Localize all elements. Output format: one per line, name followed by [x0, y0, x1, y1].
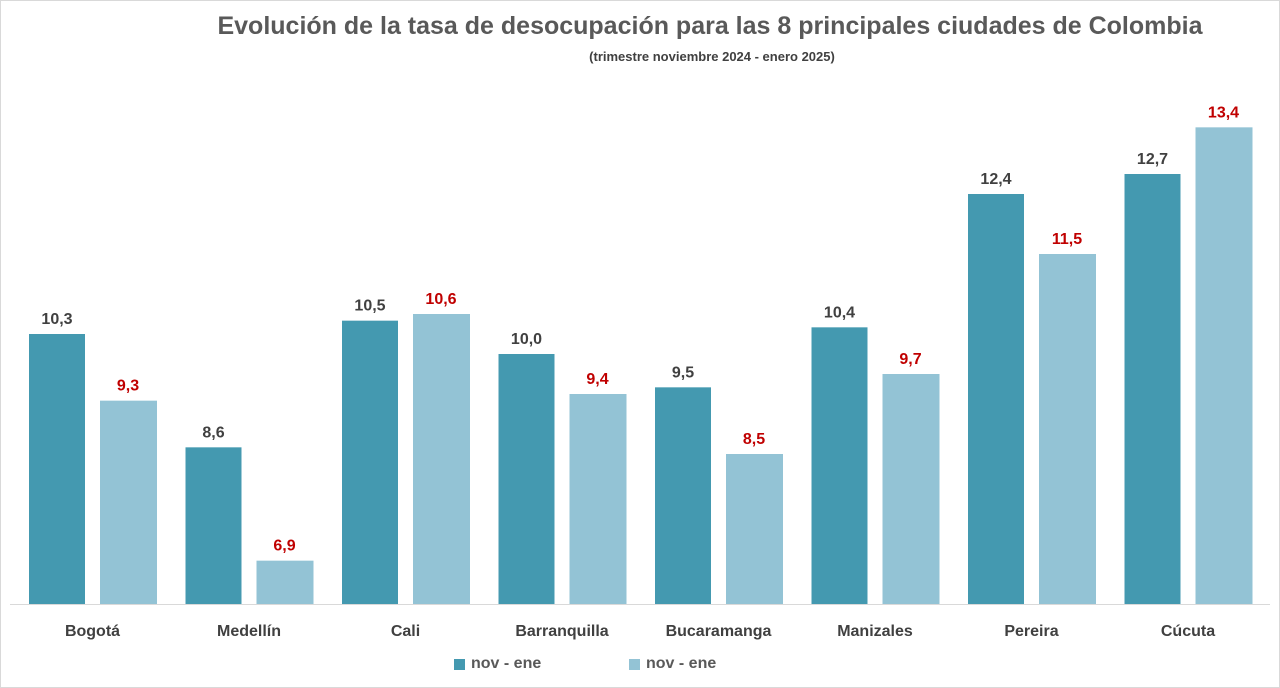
bar-series-1 — [1124, 174, 1181, 604]
data-label: 8,6 — [202, 424, 224, 441]
legend-swatch — [454, 658, 465, 670]
chart-title: Evolución de la tasa de desocupación par… — [217, 12, 1203, 40]
bar-series-2 — [1195, 127, 1253, 604]
bar-series-1 — [498, 354, 555, 604]
data-label: 9,7 — [899, 351, 921, 368]
bar-series-1 — [968, 194, 1024, 604]
bar-series-2 — [882, 374, 940, 604]
bar-series-2 — [726, 454, 783, 604]
data-label: 10,4 — [824, 304, 855, 321]
x-tick-label: Manizales — [837, 623, 913, 640]
data-label: 12,4 — [980, 171, 1011, 188]
x-tick-label: Pereira — [1004, 623, 1058, 640]
data-label: 13,4 — [1208, 104, 1239, 121]
bar-series-2 — [100, 400, 157, 604]
data-label: 8,5 — [743, 431, 765, 448]
bar-series-2 — [413, 314, 470, 604]
x-tick-label: Medellín — [217, 623, 281, 640]
legend-label: nov - ene — [471, 655, 542, 672]
bar-series-1 — [29, 334, 85, 604]
x-tick-label: Barranquilla — [515, 623, 608, 640]
data-label: 9,5 — [672, 364, 694, 381]
bar-series-2 — [569, 394, 627, 604]
data-label: 10,5 — [354, 298, 385, 315]
bar-series-2 — [256, 560, 314, 604]
legend-label: nov - ene — [646, 655, 717, 672]
data-label: 10,6 — [425, 291, 456, 308]
data-label: 12,7 — [1137, 151, 1168, 168]
x-tick-label: Bogotá — [65, 623, 120, 640]
chart-subtitle: (trimestre noviembre 2024 - enero 2025) — [589, 49, 835, 64]
data-label: 9,4 — [586, 371, 608, 388]
bar-series-1 — [811, 327, 868, 604]
bar-series-1 — [655, 387, 711, 604]
data-label: 9,3 — [117, 378, 139, 395]
x-tick-label: Cali — [391, 623, 420, 640]
legend-item-series-2: nov - ene — [629, 655, 716, 673]
data-label: 11,5 — [1052, 231, 1082, 248]
x-tick-label: Cúcuta — [1161, 623, 1215, 640]
data-label: 10,0 — [511, 331, 542, 348]
legend-swatch — [629, 658, 640, 670]
data-label: 10,3 — [41, 311, 72, 328]
legend-item-series-1: nov - ene — [454, 655, 541, 673]
bar-series-2 — [1039, 254, 1096, 604]
x-tick-label: Bucaramanga — [666, 623, 772, 640]
bar-series-1 — [342, 320, 398, 604]
bar-series-1 — [185, 447, 242, 604]
data-label: 6,9 — [273, 538, 295, 555]
